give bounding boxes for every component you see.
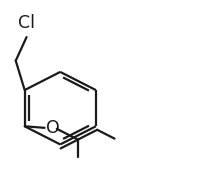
Text: O: O (46, 119, 60, 137)
Text: Cl: Cl (18, 14, 35, 32)
